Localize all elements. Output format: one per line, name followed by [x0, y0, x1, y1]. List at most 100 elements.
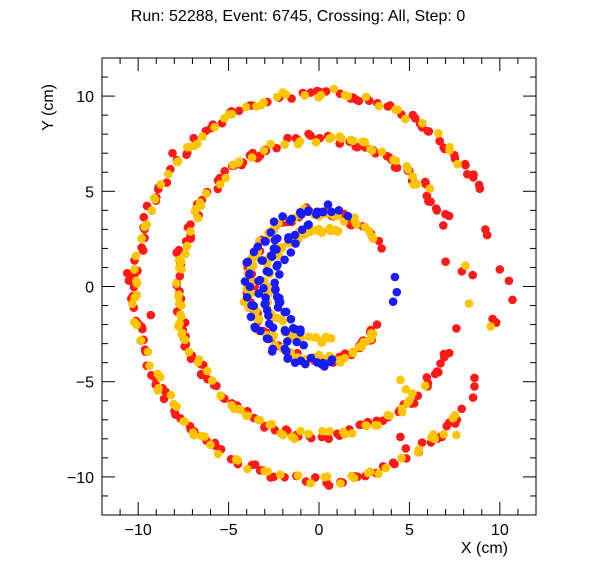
data-point	[368, 329, 378, 339]
y-tick-label: 10	[76, 89, 94, 106]
data-point	[254, 276, 263, 286]
data-point	[266, 139, 276, 149]
data-point	[383, 102, 393, 111]
data-point	[441, 257, 450, 267]
data-point	[306, 478, 315, 488]
x-tick-label: 0	[315, 522, 324, 539]
chart-title: Run: 52288, Event: 6745, Crossing: All, …	[130, 8, 466, 25]
data-point	[207, 376, 217, 385]
y-axis-title: Y (cm)	[40, 84, 57, 131]
y-tick-label: 0	[85, 280, 94, 297]
data-point	[278, 212, 287, 221]
data-point	[280, 255, 289, 265]
data-point	[264, 267, 274, 277]
data-point	[452, 324, 461, 333]
data-point	[283, 133, 292, 143]
data-point	[177, 301, 186, 310]
data-point	[290, 434, 299, 444]
data-point	[377, 244, 386, 253]
data-point	[335, 132, 345, 141]
data-point	[193, 213, 203, 223]
data-point	[267, 252, 277, 261]
data-point	[259, 146, 269, 155]
data-point	[304, 129, 313, 139]
data-point	[166, 390, 176, 400]
data-point	[414, 445, 424, 454]
data-point	[324, 434, 334, 444]
data-point	[434, 367, 443, 377]
data-point	[297, 225, 307, 234]
data-point	[250, 460, 260, 469]
data-point	[176, 312, 186, 322]
data-point	[132, 320, 142, 330]
data-point	[340, 90, 350, 100]
data-point	[263, 467, 273, 476]
data-point	[242, 293, 252, 302]
data-point	[193, 358, 203, 367]
data-point	[164, 169, 173, 179]
data-point	[460, 159, 470, 169]
data-point	[173, 322, 183, 331]
data-point	[159, 394, 169, 404]
data-point	[318, 426, 327, 436]
data-point	[464, 299, 474, 308]
data-point	[146, 310, 156, 320]
data-point	[463, 169, 472, 179]
axis-layer: −10 −5 0 5 10 −10 −5 0 5 10	[67, 57, 537, 539]
data-point	[249, 247, 259, 257]
data-point	[296, 328, 305, 337]
data-point	[132, 279, 142, 288]
data-point	[366, 144, 375, 154]
data-point	[504, 276, 514, 286]
data-point	[390, 272, 400, 282]
data-point	[320, 362, 329, 371]
data-point	[202, 189, 211, 198]
data-point	[340, 429, 350, 439]
data-point	[200, 432, 209, 441]
data-point	[256, 326, 265, 336]
data-point	[260, 236, 270, 246]
data-point	[408, 110, 418, 120]
data-point	[425, 184, 435, 193]
data-point	[431, 204, 441, 213]
data-point	[372, 320, 382, 329]
plot-frame	[101, 57, 537, 516]
data-point	[275, 270, 284, 279]
data-point	[401, 385, 411, 394]
data-point	[444, 211, 454, 221]
data-point	[392, 287, 402, 297]
data-point	[283, 353, 293, 363]
data-point	[184, 347, 194, 357]
data-point	[139, 212, 149, 222]
data-point	[299, 340, 309, 350]
data-point	[422, 373, 432, 382]
data-point	[181, 249, 190, 259]
data-point	[233, 456, 243, 465]
data-point	[257, 256, 267, 265]
data-point	[243, 464, 252, 474]
data-point	[221, 173, 230, 183]
data-point	[390, 459, 399, 469]
data-point	[236, 405, 245, 415]
data-point	[140, 222, 149, 232]
data-point	[400, 114, 410, 124]
data-point	[269, 217, 279, 226]
data-point	[325, 134, 334, 143]
data-point	[402, 162, 412, 171]
data-point	[324, 481, 334, 490]
data-point	[397, 453, 406, 463]
data-point	[186, 354, 196, 364]
data-point	[323, 200, 333, 209]
data-point	[272, 262, 282, 271]
data-point	[168, 148, 177, 158]
data-point	[346, 135, 356, 145]
data-point	[215, 180, 225, 189]
data-point	[172, 157, 182, 167]
data-point	[322, 472, 332, 481]
data-point	[390, 163, 400, 172]
data-point	[172, 248, 181, 257]
data-point	[314, 93, 323, 102]
data-point	[450, 411, 460, 420]
data-point	[198, 132, 207, 141]
data-point	[220, 166, 229, 176]
